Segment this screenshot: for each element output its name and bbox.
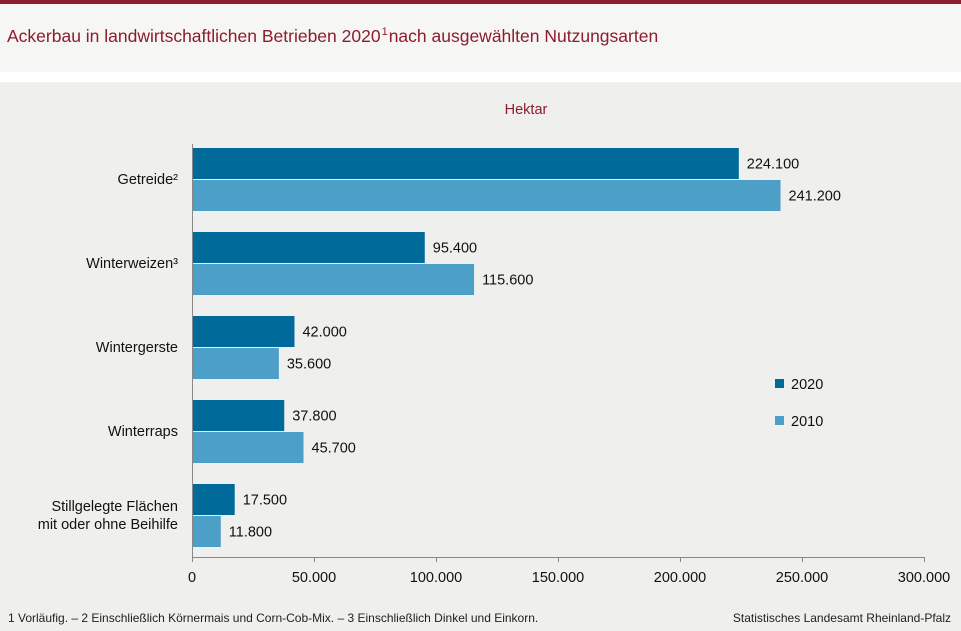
x-tick-label: 50.000 — [292, 570, 336, 586]
x-tick-label: 200.000 — [654, 570, 706, 586]
data-label: 241.200 — [789, 189, 841, 205]
top-accent-rule — [0, 0, 961, 4]
x-tick-label: 150.000 — [532, 570, 584, 586]
bar-2020 — [192, 400, 285, 431]
category-label: Wintergerste — [96, 340, 178, 356]
category-label: mit oder ohne Beihilfe — [38, 517, 178, 533]
data-label: 35.600 — [287, 357, 331, 373]
data-label: 37.800 — [292, 409, 336, 425]
category-label: Stillgelegte Flächen — [51, 499, 178, 515]
title-band — [0, 4, 961, 72]
legend-label-2020: 2020 — [791, 377, 823, 393]
category-label: Winterweizen³ — [86, 256, 178, 272]
x-tick-label: 0 — [188, 570, 196, 586]
data-label: 17.500 — [243, 493, 287, 509]
bar-2020 — [192, 316, 295, 347]
bar-2010 — [192, 348, 279, 379]
footnote: 1 Vorläufig. – 2 Einschließlich Körnerma… — [8, 611, 539, 625]
data-label: 95.400 — [433, 241, 477, 257]
x-tick-label: 300.000 — [898, 570, 950, 586]
data-label: 115.600 — [482, 273, 533, 289]
bar-2010 — [192, 180, 781, 211]
category-label: Getreide² — [118, 172, 179, 188]
data-label: 11.800 — [229, 525, 272, 541]
chart-title: Ackerbau in landwirtschaftlichen Betrieb… — [7, 26, 658, 47]
data-label: 42.000 — [302, 325, 346, 341]
bar-2010 — [192, 432, 304, 463]
data-label: 45.700 — [312, 441, 356, 457]
unit-label: Hektar — [505, 102, 548, 118]
bar-2020 — [192, 232, 425, 263]
chart-title-main: Ackerbau in landwirtschaftlichen Betrieb… — [7, 26, 381, 46]
category-label: Winterraps — [108, 424, 178, 440]
legend-label-2010: 2010 — [791, 414, 823, 430]
bar-2010 — [192, 516, 221, 547]
bar-2020 — [192, 148, 739, 179]
legend-swatch-2020 — [775, 379, 784, 388]
chart-title-rest: nach ausgewählten Nutzungsarten — [388, 26, 659, 46]
source-credit: Statistisches Landesamt Rheinland-Pfalz — [732, 611, 951, 625]
x-tick-label: 250.000 — [776, 570, 828, 586]
chart-title-footnote-mark: 1 — [381, 26, 388, 38]
bar-2010 — [192, 264, 475, 295]
legend-swatch-2010 — [775, 416, 784, 425]
x-tick-label: 100.000 — [410, 570, 462, 586]
title-separator — [0, 72, 961, 82]
bar-2020 — [192, 484, 235, 515]
data-label: 224.100 — [747, 157, 799, 173]
